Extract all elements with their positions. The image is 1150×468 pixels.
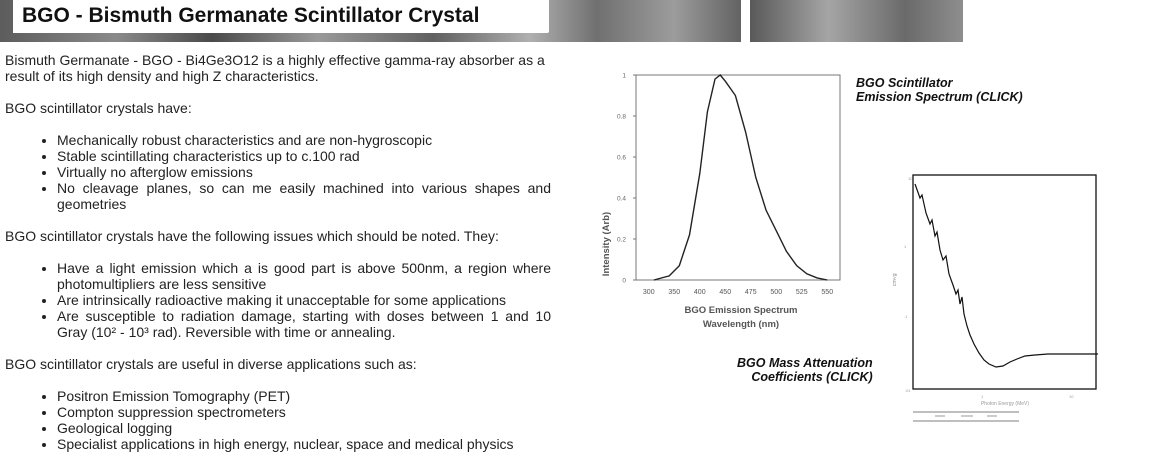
banner-divider [741,0,750,42]
attenuation-caption-line2: Coefficients (CLICK) [751,370,873,384]
emission-x-tick-label: 550 [821,289,833,296]
emission-y-tick-label: 0.6 [617,155,626,162]
uses-list: Positron Emission Tomography (PET) Compt… [5,388,551,452]
attenuation-series-line [914,183,1098,368]
attenuation-tick-marks: 10 1 .1 .01 1 10 [904,176,1074,399]
emission-x-tick-label: 300 [643,289,655,296]
issues-item: Are intrinsically radioactive making it … [57,292,551,308]
emission-y-tick-label: 0.4 [617,196,626,203]
svg-text:1: 1 [981,394,984,399]
emission-x-tick-label: 400 [694,289,706,296]
issues-heading: BGO scintillator crystals have the follo… [5,228,499,244]
emission-series-line [653,74,828,281]
intro-paragraph: Bismuth Germanate - BGO - Bi4Ge3O12 is a… [5,52,545,84]
have-list: Mechanically robust characteristics and … [5,132,551,212]
svg-text:.01: .01 [905,388,911,393]
uses-item: Positron Emission Tomography (PET) [57,388,551,404]
svg-text:1: 1 [904,244,907,249]
emission-y-tick-label: 0 [622,278,626,285]
attenuation-caption[interactable]: BGO Mass Attenuation Coefficients (CLICK… [737,356,873,384]
emission-x-ticks: 300 350 400 450 475 500 525 550 [643,289,833,296]
emission-axes [635,74,841,281]
emission-caption-line1: BGO Scintillator [856,76,953,90]
emission-caption-line2: Emission Spectrum (CLICK) [856,90,1023,104]
emission-y-tick-label: 1 [622,73,626,80]
emission-y-axis-label: Intensity (Arb) [601,212,612,276]
emission-y-tick-label: 0.8 [617,114,626,121]
emission-x-tick-label: 500 [770,289,782,296]
uses-item: Compton suppression spectrometers [57,404,551,420]
emission-y-ticks: 0 0.2 0.4 0.6 0.8 1 [617,73,636,285]
emission-chart-title: BGO Emission Spectrum [685,305,798,316]
attenuation-x-label: Photon Energy (MeV) [981,401,1029,407]
svg-text:.1: .1 [904,314,908,319]
title-panel [13,0,549,33]
emission-x-tick-label: 475 [745,289,757,296]
uses-item: Geological logging [57,420,551,436]
issues-list: Have a light emission which a is good pa… [5,260,551,340]
have-item: No cleavage planes, so can me easily mac… [57,180,551,212]
emission-x-axis-label: Wavelength (nm) [703,319,779,330]
attenuation-chart[interactable]: 10 1 .1 .01 1 10 cm²/g Photon Energy (Me… [893,168,1103,426]
issues-item: Have a light emission which a is good pa… [57,260,551,292]
attenuation-y-label: cm²/g [893,273,898,286]
emission-x-tick-label: 350 [668,289,680,296]
issues-item: Are susceptible to radiation damage, sta… [57,308,551,340]
svg-text:10: 10 [1069,394,1074,399]
attenuation-frame [912,174,1097,390]
have-heading: BGO scintillator crystals have: [5,100,192,116]
emission-plot-frame [635,74,841,281]
uses-heading: BGO scintillator crystals are useful in … [5,356,417,372]
emission-x-tick-label: 525 [796,289,808,296]
attenuation-caption-line1: BGO Mass Attenuation [737,356,873,370]
emission-caption[interactable]: BGO Scintillator Emission Spectrum (CLIC… [856,76,1023,104]
have-item: Virtually no afterglow emissions [57,164,551,180]
emission-y-tick-label: 0.2 [617,237,626,244]
svg-text:10: 10 [908,176,913,181]
emission-spectrum-chart[interactable]: 00.20.40.60.81 300 350 400 450 475 500 525 550 … [598,66,848,336]
article-body: Bismuth Germanate - BGO - Bi4Ge3O12 is a… [5,52,551,468]
page-title: BGO - Bismuth Germanate Scintillator Cry… [22,4,480,27]
have-item: Mechanically robust characteristics and … [57,132,551,148]
have-item: Stable scintillating characteristics up … [57,148,551,164]
emission-x-tick-label: 450 [719,289,731,296]
uses-item: Specialist applications in high energy, … [57,436,551,452]
